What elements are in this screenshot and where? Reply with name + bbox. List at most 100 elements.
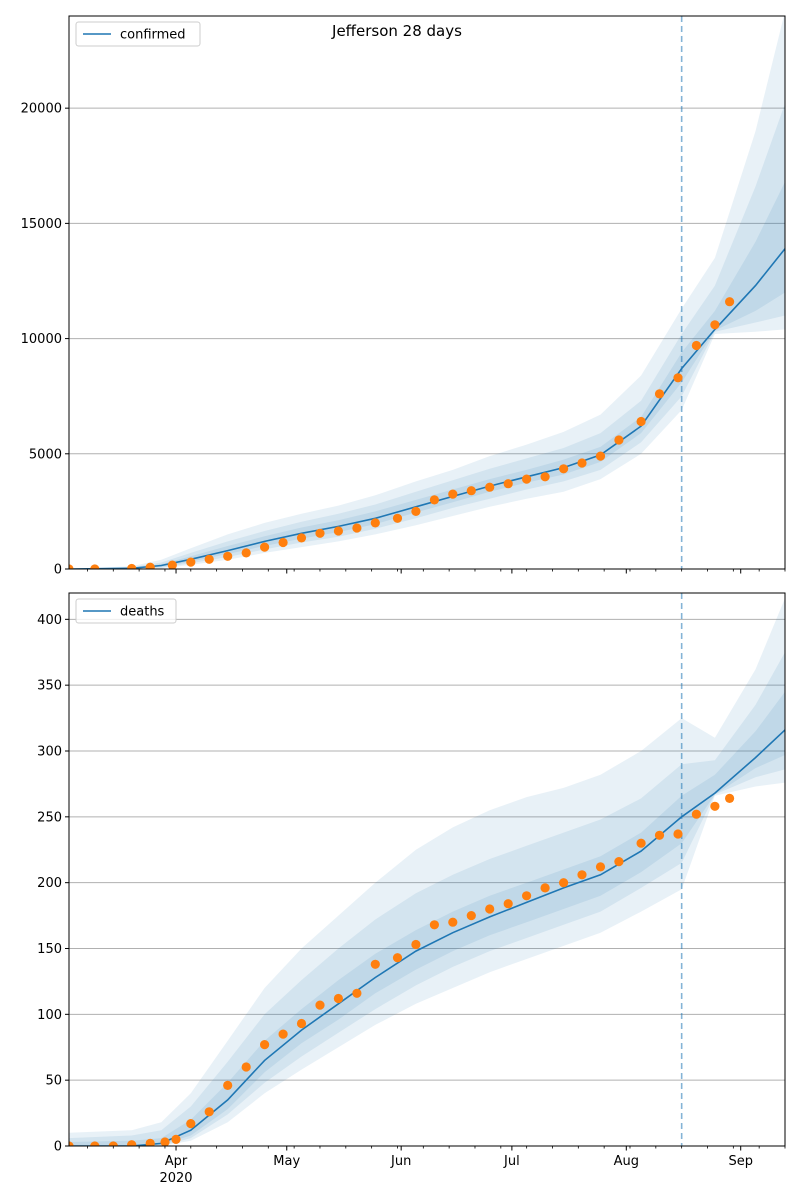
observed-point: [577, 870, 587, 880]
observed-point: [260, 1040, 270, 1050]
observed-point: [710, 801, 720, 811]
observed-point: [186, 557, 196, 567]
axes-frame: [68, 592, 786, 1147]
legend-label: deaths: [120, 605, 165, 620]
observed-point: [595, 451, 606, 461]
legend-box: [75, 598, 177, 624]
observed-point: [90, 1141, 100, 1146]
observed-point: [278, 537, 288, 548]
y-tick-label: 300: [37, 745, 62, 760]
observed-point: [485, 904, 495, 914]
observed-point: [595, 862, 606, 872]
observed-point: [145, 562, 155, 569]
observed-point: [127, 563, 137, 569]
observed-point: [370, 959, 380, 969]
observed-point: [503, 479, 513, 489]
y-tick-label: 200: [37, 876, 62, 891]
observed-point: [636, 838, 646, 848]
x-tick-label: Jul: [503, 1154, 520, 1169]
x-tick-label: Jun: [390, 1154, 411, 1169]
figure-title: Jefferson 28 days: [331, 22, 462, 40]
deaths-panel: 0 50 100 150 200 250 300 350 400 Apr 2020 May Jun Jul…: [37, 592, 786, 1186]
observed-point: [691, 340, 702, 351]
observed-point: [577, 458, 587, 468]
plot-area: [69, 16, 785, 569]
x-year-label: 2020: [159, 1171, 192, 1186]
observed-point: [352, 523, 362, 533]
y-tick-label: 400: [37, 613, 62, 628]
uncertainty-band-1: [69, 16, 785, 569]
observed-point: [241, 548, 251, 558]
observed-point: [725, 793, 735, 804]
uncertainty-band-1: [69, 598, 785, 1146]
observed-point: [333, 993, 343, 1004]
observed-point: [522, 474, 532, 484]
y-tick-label: 10000: [21, 332, 62, 347]
y-tick-label: 0: [54, 563, 62, 578]
observed-point: [559, 464, 569, 474]
observed-point: [429, 495, 439, 505]
observed-point: [204, 554, 214, 564]
observed-point: [315, 1000, 325, 1010]
y-tick-label: 20000: [21, 102, 62, 117]
observed-point: [392, 953, 403, 963]
observed-point: [69, 564, 74, 569]
observed-point: [540, 472, 550, 482]
observed-point: [466, 486, 476, 496]
observed-point: [186, 1119, 196, 1129]
observed-point: [411, 506, 421, 516]
observed-point: [725, 297, 735, 307]
observed-point: [429, 920, 439, 930]
y-tick-label: 150: [37, 942, 62, 957]
observed-point: [278, 1029, 288, 1039]
observed-point: [223, 1080, 233, 1090]
observed-point: [315, 528, 325, 538]
x-tick-label: Sep: [728, 1154, 753, 1169]
legend-label: confirmed: [120, 28, 186, 43]
observed-point: [559, 878, 569, 888]
x-tick-label: Apr: [165, 1154, 188, 1169]
observed-point: [503, 899, 513, 909]
observed-point: [673, 829, 683, 839]
observed-point: [654, 830, 665, 840]
plot-area: [69, 593, 785, 1146]
observed-point: [370, 518, 380, 528]
confirmed-panel: 0 5000 10000 15000 20000 confirmed: [21, 15, 786, 578]
y-tick-label: 100: [37, 1008, 62, 1023]
y-tick-label: 15000: [21, 217, 62, 232]
observed-point: [411, 939, 421, 950]
observed-point: [485, 482, 495, 492]
uncertainty-band-2: [69, 103, 785, 569]
observed-point: [466, 911, 476, 921]
y-tick-label: 350: [37, 679, 62, 694]
observed-point: [296, 1018, 307, 1029]
observed-point: [710, 320, 720, 330]
observed-point: [127, 1140, 137, 1146]
observed-point: [145, 1138, 155, 1146]
x-tick-label: May: [273, 1154, 300, 1169]
observed-point: [522, 891, 532, 901]
observed-point: [654, 389, 665, 399]
observed-point: [296, 533, 307, 543]
observed-point: [260, 542, 270, 552]
observed-point: [160, 1137, 170, 1146]
observed-point: [90, 564, 100, 569]
model-line: [69, 729, 785, 1146]
observed-point: [352, 988, 362, 998]
observed-point: [614, 435, 624, 445]
observed-point: [540, 883, 550, 893]
y-tick-label: 5000: [29, 447, 62, 462]
observed-point: [673, 373, 683, 383]
observed-point: [448, 917, 458, 927]
x-tick-label: Aug: [614, 1154, 639, 1169]
observed-point: [204, 1107, 214, 1117]
observed-point: [167, 560, 177, 569]
axes-frame: [68, 15, 786, 570]
uncertainty-band-2: [69, 652, 785, 1146]
y-tick-label: 50: [45, 1074, 62, 1089]
y-tick-label: 250: [37, 810, 62, 825]
observed-point: [333, 526, 343, 536]
observed-point: [69, 1141, 74, 1146]
observed-point: [691, 809, 702, 819]
